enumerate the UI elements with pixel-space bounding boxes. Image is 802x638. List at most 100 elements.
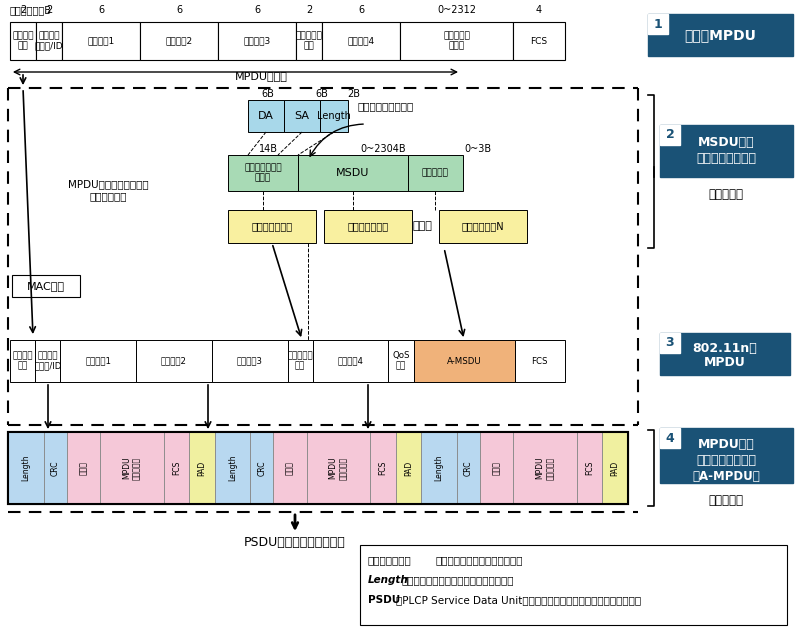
Text: アドレス3: アドレス3 — [237, 357, 263, 366]
Bar — [8, 432, 628, 504]
Text: 6: 6 — [176, 5, 182, 15]
Bar — [322, 22, 400, 60]
Text: 802.11nの: 802.11nの — [693, 341, 757, 355]
Bar — [44, 432, 67, 504]
Bar — [218, 22, 296, 60]
Bar — [400, 22, 513, 60]
Text: （第１回）: （第１回） — [708, 188, 743, 202]
Text: サブフレーム２: サブフレーム２ — [347, 221, 388, 232]
Text: CRC: CRC — [257, 460, 266, 476]
Bar — [371, 432, 396, 504]
Text: MSDUでの: MSDUでの — [698, 135, 755, 149]
Text: ：PLCP Service Data Unit、物理レイヤが送信するフレーム・ボディ: ：PLCP Service Data Unit、物理レイヤが送信するフレーム・ボ… — [396, 595, 641, 605]
Bar — [324, 210, 412, 243]
Bar — [306, 432, 371, 504]
Bar — [164, 432, 189, 504]
Text: PAD: PAD — [611, 461, 620, 475]
Text: 6: 6 — [358, 5, 364, 15]
Bar — [62, 22, 140, 60]
Text: 4: 4 — [536, 5, 542, 15]
Text: PSDU: PSDU — [368, 595, 400, 605]
Bar — [421, 432, 457, 504]
Bar — [10, 340, 35, 382]
Bar — [250, 432, 273, 504]
Text: パディング: パディング — [422, 168, 448, 177]
Bar — [577, 432, 602, 504]
Text: Length: Length — [435, 455, 444, 481]
Text: アドレス2: アドレス2 — [165, 36, 192, 45]
Text: FCS: FCS — [532, 357, 548, 366]
Bar — [648, 14, 668, 34]
Bar — [480, 432, 513, 504]
Text: アドレス1: アドレス1 — [85, 357, 111, 366]
Bar — [136, 340, 212, 382]
Text: ヘッダ: ヘッダ — [79, 461, 87, 475]
Text: FCS: FCS — [530, 36, 548, 45]
Bar — [8, 432, 44, 504]
Bar — [215, 432, 250, 504]
Text: 従来のMPDU: 従来のMPDU — [684, 28, 756, 42]
Bar — [189, 432, 215, 504]
Bar — [298, 155, 408, 191]
Text: 6: 6 — [98, 5, 104, 15]
Text: サブフレームN: サブフレームN — [462, 221, 504, 232]
Text: ・・・: ・・・ — [412, 221, 432, 232]
Text: CRC: CRC — [464, 460, 473, 476]
Text: MPDU
ペイロード: MPDU ペイロード — [329, 456, 348, 480]
Text: アドレス1: アドレス1 — [87, 36, 115, 45]
Text: 6: 6 — [254, 5, 260, 15]
Text: ヘッダ: ヘッダ — [286, 461, 294, 475]
Bar — [660, 125, 793, 177]
Text: 6B: 6B — [261, 89, 274, 99]
Bar — [212, 340, 287, 382]
Text: デュレー
ション/ID: デュレー ション/ID — [34, 31, 63, 50]
Text: （A-MPDU）: （A-MPDU） — [692, 470, 759, 482]
Bar — [67, 432, 100, 504]
Text: 2: 2 — [666, 128, 674, 142]
Bar — [228, 155, 298, 191]
Text: サブフレーム１: サブフレーム１ — [252, 221, 293, 232]
Text: ：データの長さ（バイト）を示すビット: ：データの長さ（バイト）を示すビット — [401, 575, 513, 585]
Bar — [648, 14, 793, 56]
Text: MPDU
ペイロード: MPDU ペイロード — [122, 456, 141, 480]
Text: MPDU: MPDU — [704, 357, 746, 369]
Text: 6B: 6B — [315, 89, 329, 99]
Text: 0~2304B: 0~2304B — [360, 144, 406, 154]
Text: MSDU: MSDU — [336, 168, 370, 178]
Bar — [457, 432, 480, 504]
Text: Length: Length — [22, 455, 30, 481]
Text: （バイト）：B: （バイト）：B — [10, 5, 52, 15]
Text: 2: 2 — [20, 5, 26, 15]
Bar — [228, 210, 316, 243]
Text: PSDUとして物理層へ提供: PSDUとして物理層へ提供 — [244, 535, 346, 549]
Text: アドレス2: アドレス2 — [161, 357, 187, 366]
Bar — [408, 155, 463, 191]
Bar — [10, 22, 36, 60]
Text: サブフレーム・
ヘッダ: サブフレーム・ ヘッダ — [244, 163, 282, 182]
Bar — [396, 432, 421, 504]
Bar — [248, 100, 284, 132]
Bar — [513, 432, 577, 504]
Text: MPDUでの: MPDUでの — [698, 438, 755, 452]
Text: フレーム
制御: フレーム 制御 — [12, 352, 33, 371]
Text: CRC: CRC — [51, 460, 59, 476]
Text: Length: Length — [368, 575, 409, 585]
Bar — [8, 432, 628, 504]
Bar — [284, 100, 320, 132]
Text: 14B: 14B — [258, 144, 277, 154]
Text: PAD: PAD — [404, 461, 413, 475]
Text: FCS: FCS — [585, 461, 594, 475]
Text: ヘッダ: ヘッダ — [492, 461, 501, 475]
Text: アグリゲーション: アグリゲーション — [696, 454, 756, 468]
Text: MPDUとしての基本構成
は変わらない: MPDUとしての基本構成 は変わらない — [67, 179, 148, 201]
Bar — [388, 340, 414, 382]
Bar — [660, 125, 680, 145]
Text: SA: SA — [294, 111, 310, 121]
Bar — [140, 22, 218, 60]
Bar — [273, 432, 306, 504]
Text: Length: Length — [228, 455, 237, 481]
Text: Length: Length — [317, 111, 351, 121]
Text: アドレス3: アドレス3 — [244, 36, 271, 45]
Text: シーケンス
制御: シーケンス 制御 — [296, 31, 322, 50]
Bar — [602, 432, 628, 504]
